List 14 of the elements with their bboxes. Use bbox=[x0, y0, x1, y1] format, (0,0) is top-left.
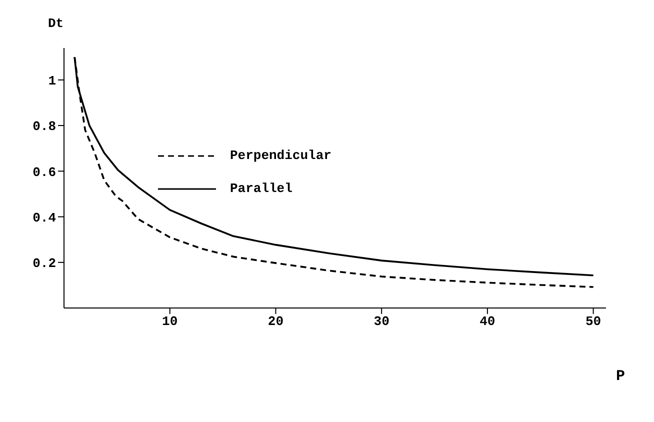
x-tick-label: 20 bbox=[268, 314, 284, 330]
x-tick-label: 10 bbox=[162, 314, 178, 330]
legend-label: Perpendicular bbox=[230, 148, 332, 163]
y-tick-label: 0.8 bbox=[32, 119, 56, 134]
legend-label: Parallel bbox=[230, 181, 292, 196]
y-tick-label: 1 bbox=[48, 74, 56, 89]
y-tick-label: 0.2 bbox=[32, 256, 56, 271]
y-axis-title: Dt bbox=[48, 16, 64, 31]
y-tick-label: 0.6 bbox=[32, 164, 56, 180]
x-tick-label: 30 bbox=[374, 314, 390, 330]
x-tick-label: 40 bbox=[480, 314, 496, 330]
y-tick-label: 0.4 bbox=[32, 210, 56, 226]
x-axis-title: P bbox=[616, 368, 626, 385]
x-tick-label: 50 bbox=[585, 314, 602, 330]
